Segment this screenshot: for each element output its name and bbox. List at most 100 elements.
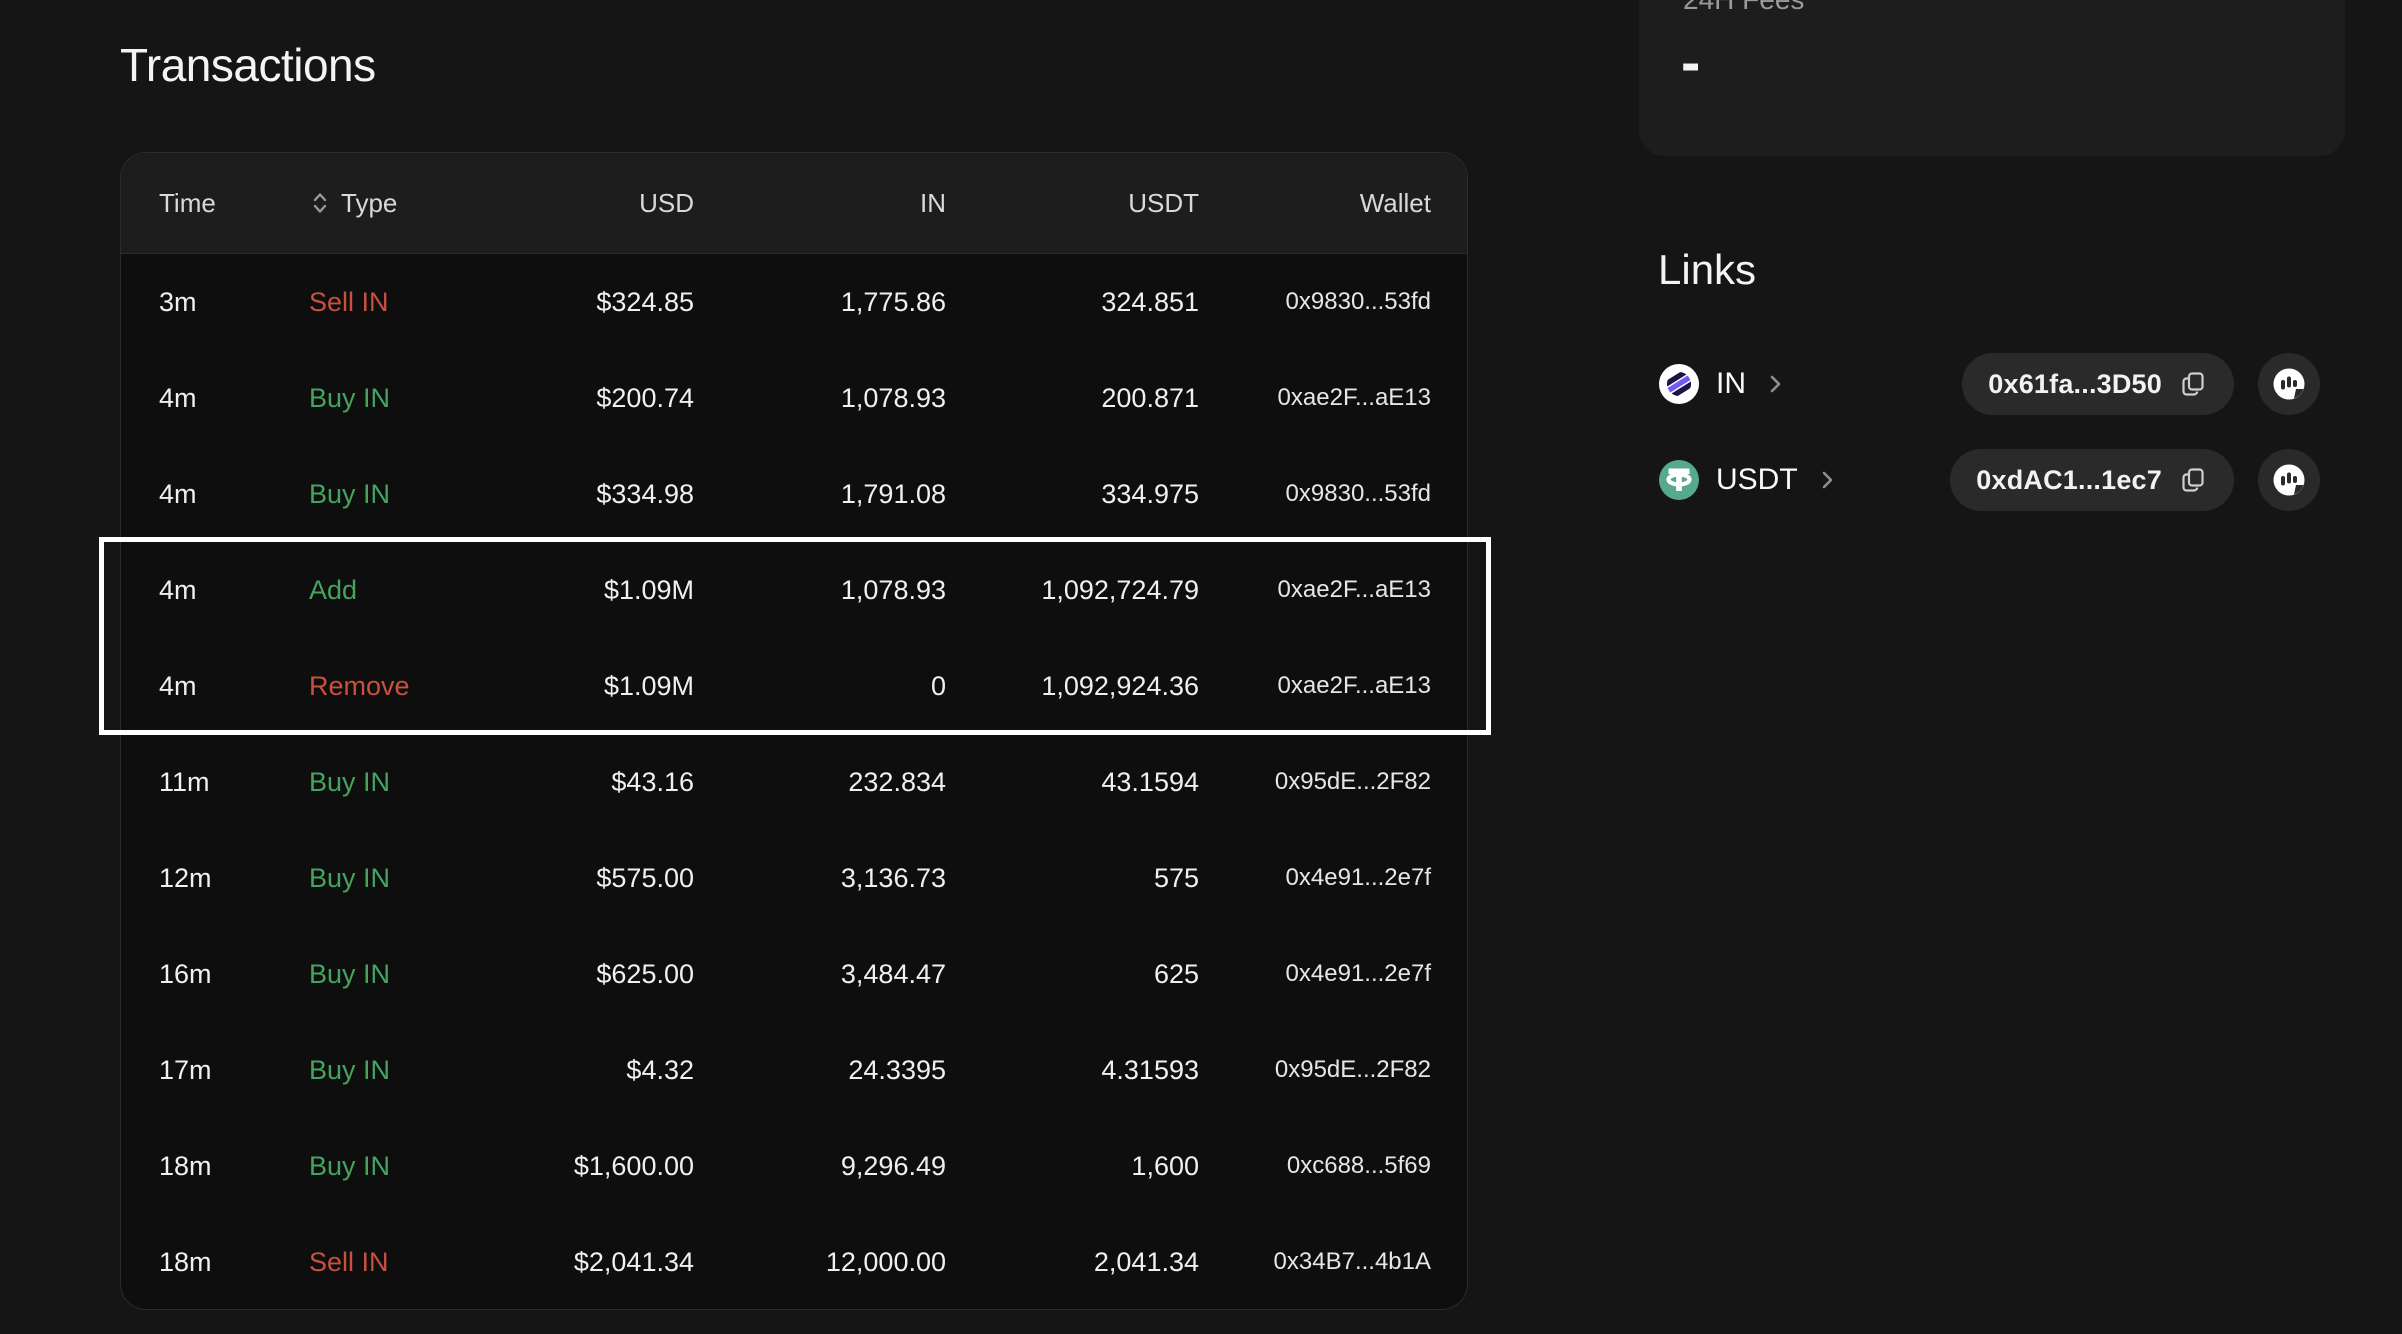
cell-type: Remove [309,670,410,701]
cell-usdt: 1,092,924.36 [1041,670,1199,701]
explorer-icon [2272,367,2306,401]
token-link[interactable]: USDT [1658,459,1838,501]
cell-wallet[interactable]: 0xae2F...aE13 [1277,672,1431,699]
column-header-type-label: Type [341,187,398,218]
table-row[interactable]: 4m Add $1.09M 1,078.93 1,092,724.79 0xae… [121,542,1467,638]
cell-in: 12,000.00 [825,1246,946,1277]
token-label: USDT [1716,463,1798,496]
table-row[interactable]: 11m Buy IN $43.16 232.834 43.1594 0x95dE… [121,734,1467,830]
column-header-type[interactable]: Type [309,188,497,219]
cell-in: 3,136.73 [840,862,946,893]
cell-wallet[interactable]: 0x4e91...2e7f [1285,864,1431,891]
table-row[interactable]: 18m Buy IN $1,600.00 9,296.49 1,600 0xc6… [121,1118,1467,1214]
column-header-wallet: Wallet [1359,187,1431,218]
copy-icon[interactable] [2178,465,2208,495]
cell-usd: $625.00 [596,958,694,989]
cell-usdt: 575 [1153,862,1199,893]
cell-usdt: 1,600 [1131,1150,1199,1181]
cell-time: 18m [159,1150,212,1181]
explorer-icon [2272,463,2306,497]
chevron-right-icon [1764,373,1786,395]
link-row: IN 0x61fa...3D50 [1658,352,2320,416]
cell-time: 4m [159,382,197,413]
stat-card: 24H Fees - [1639,0,2345,156]
explorer-button[interactable] [2258,449,2320,511]
cell-in: 9,296.49 [840,1150,946,1181]
cell-time: 12m [159,862,212,893]
stat-value: - [1681,30,1701,95]
cell-in: 232.834 [848,766,946,797]
usdt-token-icon [1658,459,1700,501]
cell-usdt: 4.31593 [1101,1054,1199,1085]
cell-type: Buy IN [309,1054,391,1085]
address-pill[interactable]: 0xdAC1...1ec7 [1950,449,2234,511]
cell-type: Sell IN [309,1246,389,1277]
cell-in: 1,078.93 [840,382,946,413]
cell-usd: $324.85 [596,286,694,317]
address-text: 0x61fa...3D50 [1988,368,2162,399]
cell-usd: $334.98 [596,478,694,509]
table-row[interactable]: 4m Buy IN $334.98 1,791.08 334.975 0x983… [121,446,1467,542]
table-row[interactable]: 4m Remove $1.09M 0 1,092,924.36 0xae2F..… [121,638,1467,734]
address-text: 0xdAC1...1ec7 [1976,464,2162,495]
address-pill[interactable]: 0x61fa...3D50 [1962,353,2234,415]
cell-usd: $1,600.00 [573,1150,694,1181]
cell-usdt: 625 [1153,958,1199,989]
cell-time: 4m [159,478,197,509]
table-row[interactable]: 12m Buy IN $575.00 3,136.73 575 0x4e91..… [121,830,1467,926]
cell-type: Buy IN [309,382,391,413]
cell-time: 16m [159,958,212,989]
cell-wallet[interactable]: 0xae2F...aE13 [1277,576,1431,603]
cell-usdt: 324.851 [1101,286,1199,317]
column-header-in: IN [920,187,946,218]
cell-wallet[interactable]: 0xc688...5f69 [1286,1152,1431,1179]
cell-usdt: 43.1594 [1101,766,1199,797]
cell-type: Buy IN [309,958,391,989]
copy-icon[interactable] [2178,369,2208,399]
cell-wallet[interactable]: 0x95dE...2F82 [1274,768,1431,795]
in-token-icon [1658,363,1700,405]
cell-in: 1,775.86 [840,286,946,317]
cell-usdt: 200.871 [1101,382,1199,413]
chevron-right-icon [1816,469,1838,491]
token-link[interactable]: IN [1658,363,1786,405]
cell-usdt: 334.975 [1101,478,1199,509]
cell-wallet[interactable]: 0x9830...53fd [1285,288,1431,315]
cell-type: Buy IN [309,478,391,509]
table-row[interactable]: 4m Buy IN $200.74 1,078.93 200.871 0xae2… [121,350,1467,446]
cell-wallet[interactable]: 0x9830...53fd [1285,480,1431,507]
cell-time: 18m [159,1246,212,1277]
column-header-usd: USD [639,187,694,218]
cell-wallet[interactable]: 0x4e91...2e7f [1285,960,1431,987]
cell-usdt: 1,092,724.79 [1041,574,1199,605]
links-heading: Links [1658,246,1757,293]
sort-arrows-icon[interactable] [309,191,331,215]
table-row[interactable]: 18m Sell IN $2,041.34 12,000.00 2,041.34… [121,1214,1467,1309]
cell-usd: $4.32 [626,1054,694,1085]
link-row: USDT 0xdAC1...1ec7 [1658,448,2320,512]
cell-time: 4m [159,574,197,605]
cell-wallet[interactable]: 0x95dE...2F82 [1274,1056,1431,1083]
cell-in: 3,484.47 [840,958,946,989]
cell-usd: $2,041.34 [573,1246,694,1277]
table-row[interactable]: 17m Buy IN $4.32 24.3395 4.31593 0x95dE.… [121,1022,1467,1118]
cell-usdt: 2,041.34 [1093,1246,1199,1277]
transactions-table: Time Type USD IN USDT Wallet 3m Sell IN … [120,152,1468,1310]
cell-usd: $200.74 [596,382,694,413]
cell-wallet[interactable]: 0x34B7...4b1A [1273,1248,1431,1275]
token-label: IN [1716,367,1746,400]
links-list: IN 0x61fa...3D50 [1658,352,2320,512]
cell-usd: $43.16 [611,766,694,797]
column-header-time: Time [159,187,216,218]
explorer-button[interactable] [2258,353,2320,415]
page-title: Transactions [120,39,376,91]
table-row[interactable]: 16m Buy IN $625.00 3,484.47 625 0x4e91..… [121,926,1467,1022]
column-header-usdt: USDT [1128,187,1199,218]
table-header: Time Type USD IN USDT Wallet [121,153,1467,254]
cell-type: Buy IN [309,1150,391,1181]
cell-wallet[interactable]: 0xae2F...aE13 [1277,384,1431,411]
cell-time: 3m [159,286,197,317]
cell-type: Sell IN [309,286,389,317]
table-row[interactable]: 3m Sell IN $324.85 1,775.86 324.851 0x98… [121,254,1467,350]
cell-usd: $1.09M [603,670,694,701]
